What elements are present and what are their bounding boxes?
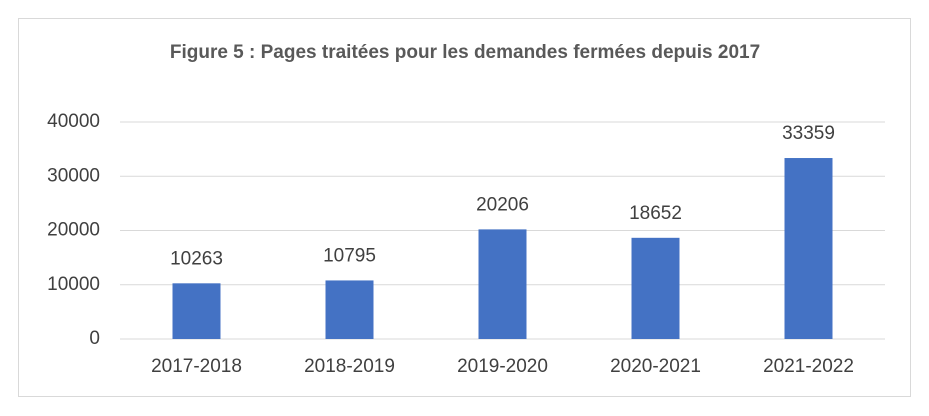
bar	[325, 280, 374, 339]
data-label: 10263	[170, 248, 223, 269]
bar	[478, 229, 527, 339]
y-tick-label: 10000	[47, 274, 100, 295]
x-tick-label: 2021-2022	[763, 356, 854, 377]
bar	[172, 283, 221, 339]
data-label: 20206	[476, 194, 529, 215]
x-tick-label: 2020-2021	[610, 356, 701, 377]
bar	[784, 158, 833, 339]
bar	[631, 237, 680, 339]
chart-title: Figure 5 : Pages traitées pour les deman…	[169, 42, 761, 63]
x-tick-label: 2019-2020	[457, 356, 548, 377]
chart-border	[18, 18, 911, 397]
x-tick-label: 2017-2018	[151, 356, 242, 377]
data-label: 33359	[782, 123, 835, 144]
x-tick-label: 2018-2019	[304, 356, 395, 377]
y-tick-label: 20000	[47, 220, 100, 241]
y-tick-label: 40000	[47, 111, 100, 132]
data-label: 10795	[323, 245, 376, 266]
y-tick-label: 0	[89, 328, 100, 349]
data-label: 18652	[629, 203, 682, 224]
y-tick-label: 30000	[47, 165, 100, 186]
